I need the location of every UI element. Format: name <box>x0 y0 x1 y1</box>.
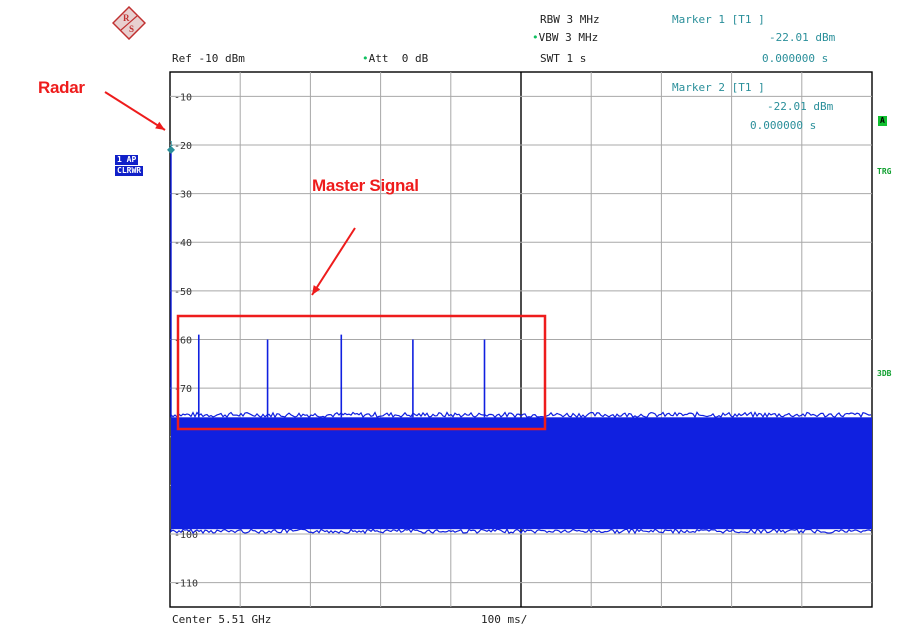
y-tick-label: -40 <box>174 238 192 249</box>
right-status-3db: 3DB <box>877 369 892 378</box>
right-status-trg: TRG <box>877 167 892 176</box>
rbw-label: RBW 3 MHz <box>540 13 600 26</box>
y-tick-label: -20 <box>174 141 192 152</box>
svg-text:R: R <box>123 13 130 23</box>
marker2-time: 0.000000 s <box>750 119 817 132</box>
marker-diamond <box>167 145 175 154</box>
y-tick-label: -10 <box>174 92 192 103</box>
sweep-time-label: SWT 1 s <box>540 52 587 65</box>
trace-mode-badge-1: 1 AP <box>115 155 139 165</box>
marker1-level: -22.01 dBm <box>769 31 836 44</box>
y-tick-label: -100 <box>174 530 198 541</box>
master-signal-arrow-shaft <box>311 227 356 296</box>
ref-level-label: Ref -10 dBm <box>172 52 245 65</box>
y-tick-label: -30 <box>174 190 192 201</box>
master-signal-annotation: Master Signal <box>312 176 419 195</box>
vbw-label: •VBW 3 MHz <box>532 31 599 44</box>
marker2-level: -22.01 dBm <box>767 100 834 113</box>
radar-arrow-head <box>155 121 165 130</box>
center-frequency-label: Center 5.51 GHz <box>172 613 272 626</box>
time-per-division-label: 100 ms/ <box>481 613 528 626</box>
noise-top-edge <box>170 411 872 419</box>
marker1-time: 0.000000 s <box>762 52 829 65</box>
y-tick-label: -50 <box>174 287 192 298</box>
marker2-title: Marker 2 [T1 ] <box>672 81 765 94</box>
svg-text:S: S <box>129 24 134 34</box>
y-tick-label: -60 <box>174 336 192 347</box>
noise-floor-band <box>171 417 872 530</box>
brand-logo: R S <box>112 6 146 40</box>
radar-annotation: Radar <box>38 78 85 97</box>
master-signal-arrow-head <box>312 285 321 295</box>
noise-bottom-edge <box>170 527 872 535</box>
attenuation-label: •Att 0 dB <box>362 52 429 65</box>
y-tick-label: -110 <box>174 579 198 590</box>
vbw-value: VBW 3 MHz <box>538 31 599 44</box>
right-status-a: A <box>878 116 887 126</box>
radar-arrow-shaft <box>104 91 166 131</box>
marker1-title: Marker 1 [T1 ] <box>672 13 765 26</box>
marker-number-label: 1 <box>169 140 173 148</box>
trace-mode-badge-2: CLRWR <box>115 166 144 176</box>
attenuation-value: Att 0 dB <box>368 52 429 65</box>
y-tick-label: -70 <box>174 384 192 395</box>
master-signal-box <box>176 314 547 431</box>
